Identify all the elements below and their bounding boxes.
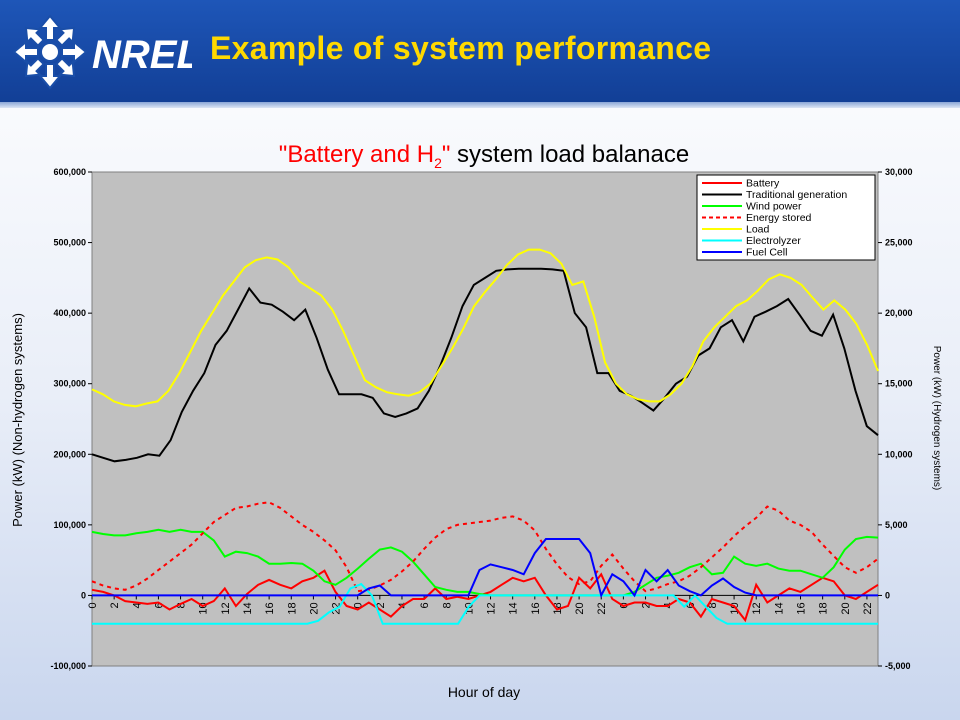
y-left-tick-label: 100,000 — [53, 520, 86, 530]
y-axis-right-label: Power (kW) (Hydrogen systems) — [931, 346, 942, 490]
chart: "Battery and H2" system load balanace -1… — [10, 141, 942, 700]
y-right-tick-label: 5,000 — [885, 520, 908, 530]
chart-title-subscript: 2 — [434, 155, 442, 171]
chart-title-red-end: " — [442, 141, 451, 168]
nrel-logo: NREL — [12, 14, 192, 90]
y-right-tick-label: -5,000 — [885, 661, 911, 671]
legend-label: Energy stored — [746, 212, 812, 224]
x-tick-label: 16 — [264, 602, 276, 614]
legend-label: Load — [746, 224, 770, 236]
x-tick-label: 18 — [818, 602, 830, 614]
x-tick-label: 8 — [441, 602, 453, 608]
x-tick-label: 4 — [131, 602, 143, 608]
chart-title-red: "Battery and H — [279, 141, 434, 168]
page-title: Example of system performance — [210, 30, 712, 66]
y-left-tick-label: -100,000 — [50, 661, 86, 671]
header-bar — [0, 0, 960, 102]
chart-title-black: system load balanace — [450, 141, 689, 168]
y-axis-left: -100,000 0 100,000 200,000 300,000 400,000 500… — [50, 167, 92, 671]
y-axis-left-label: Power (kW) (Non-hydrogen systems) — [10, 313, 25, 527]
x-tick-label: 16 — [796, 602, 808, 614]
x-tick-label: 14 — [242, 602, 254, 614]
legend-label: Electrolyzer — [746, 235, 801, 247]
x-tick-label: 18 — [286, 602, 298, 614]
nrel-emblem-icon — [12, 14, 88, 90]
x-tick-label: 20 — [308, 602, 320, 614]
chart-title: "Battery and H2" system load balanace — [279, 141, 689, 171]
x-tick-label: 16 — [530, 602, 542, 614]
series-line-traditional-generation — [91, 267, 879, 463]
series-line-electrolyzer — [92, 582, 878, 625]
y-right-tick-label: 20,000 — [885, 308, 913, 318]
x-tick-label: 0 — [87, 602, 99, 608]
y-right-tick-label: 25,000 — [885, 238, 913, 248]
x-tick-label: 22 — [862, 602, 874, 614]
y-left-tick-label: 200,000 — [53, 449, 86, 459]
y-left-tick-label: 400,000 — [53, 308, 86, 318]
x-tick-label: 8 — [176, 602, 188, 608]
x-tick-label: 2 — [641, 602, 653, 608]
legend-label: Traditional generation — [746, 189, 847, 201]
x-tick-label: 20 — [840, 602, 852, 614]
x-tick-label: 2 — [109, 602, 121, 608]
x-tick-label: 12 — [220, 602, 232, 614]
x-axis-label: Hour of day — [448, 684, 520, 700]
series-line-fuel-cell — [92, 538, 878, 599]
series-group — [91, 248, 879, 625]
legend-label: Battery — [746, 178, 780, 190]
x-tick-label: 6 — [153, 602, 165, 608]
x-tick-label: 2 — [375, 602, 387, 608]
y-right-tick-label: 10,000 — [885, 449, 913, 459]
y-right-tick-label: 0 — [885, 590, 890, 600]
x-tick-label: 12 — [751, 602, 763, 614]
y-right-tick-label: 30,000 — [885, 167, 913, 177]
y-left-tick-label: 0 — [81, 590, 86, 600]
series-line-battery — [91, 569, 879, 623]
x-tick-label: 14 — [773, 602, 785, 614]
x-tick-label: 6 — [685, 602, 697, 608]
x-tick-label: 0 — [353, 602, 365, 608]
x-tick-label: 22 — [596, 602, 608, 614]
x-tick-label: 12 — [486, 602, 498, 614]
legend-label: Wind power — [746, 201, 802, 213]
legend-label: Fuel Cell — [746, 247, 787, 259]
series-line-load — [91, 248, 879, 408]
y-left-tick-label: 300,000 — [53, 379, 86, 389]
x-tick-label: 20 — [574, 602, 586, 614]
y-axis-right: -5,000 0 5,000 10,000 15,000 20,000 25,000 30,0… — [878, 167, 913, 671]
y-left-tick-label: 600,000 — [53, 167, 86, 177]
x-tick-label: 8 — [707, 602, 719, 608]
y-left-tick-label: 500,000 — [53, 238, 86, 248]
x-tick-label: 14 — [508, 602, 520, 614]
y-right-tick-label: 15,000 — [885, 379, 913, 389]
header-rule — [0, 102, 960, 108]
nrel-wordmark: NREL — [92, 33, 192, 77]
x-tick-label: 6 — [419, 602, 431, 608]
